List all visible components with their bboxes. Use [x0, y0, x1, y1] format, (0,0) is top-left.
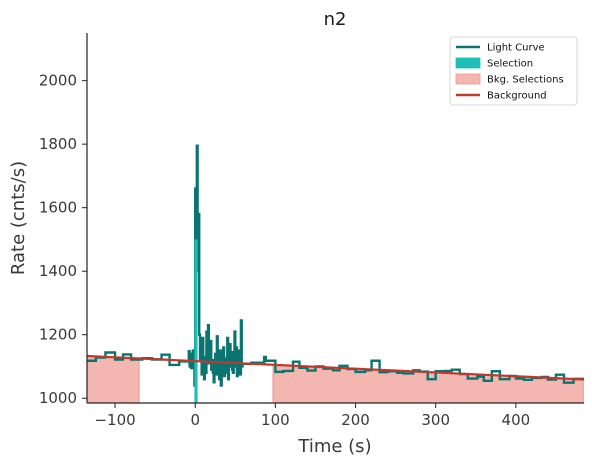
y-ticks: 1000 1200 1400 1600 1800 2000	[39, 72, 87, 407]
legend-label-3: Bkg. Selections	[487, 75, 564, 86]
legend-swatch-3	[455, 73, 481, 85]
legend: Light Curve Selection Bkg. Selections Backg…	[449, 36, 578, 106]
y-tick-label: 1400	[39, 262, 77, 280]
legend-label-2: Selection	[487, 59, 533, 70]
x-tick-label: 300	[421, 411, 450, 429]
chart-title: n2	[324, 9, 347, 30]
y-axis-title: Rate (cnts/s)	[8, 161, 29, 275]
background-layer	[87, 354, 584, 381]
x-axis-title: Time (s)	[297, 436, 371, 457]
legend-label-1: Light Curve	[487, 43, 545, 54]
y-tick-label: 1600	[39, 199, 77, 217]
y-tick-label: 2000	[39, 72, 77, 90]
selection-layer	[194, 239, 198, 403]
x-tick-label: 0	[190, 411, 200, 429]
y-tick-label: 1000	[39, 389, 77, 407]
light-curve-line	[87, 144, 584, 387]
bkg-selections-layer	[87, 355, 584, 403]
legend-frame	[449, 36, 578, 106]
legend-label-4: Background	[487, 91, 547, 102]
x-tick-label: 400	[502, 411, 531, 429]
bkg-selection-region-1	[87, 355, 140, 403]
x-tick-label: 100	[261, 411, 290, 429]
legend-swatch-2	[455, 57, 481, 69]
selection-region	[194, 239, 198, 403]
x-ticks: −100 0 100 200 300 400	[94, 403, 530, 429]
y-tick-label: 1200	[39, 326, 77, 344]
bkg-selection-region-2	[272, 364, 584, 403]
y-tick-label: 1800	[39, 135, 77, 153]
light-curve-layer	[87, 144, 584, 387]
x-tick-label: −100	[94, 411, 135, 429]
background-line	[87, 354, 584, 381]
x-tick-label: 200	[341, 411, 370, 429]
